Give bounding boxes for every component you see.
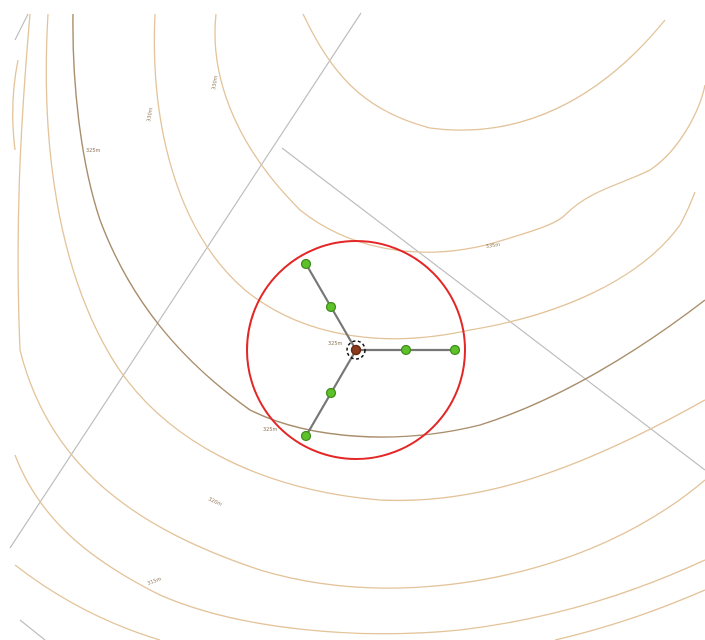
contour-line	[46, 14, 705, 500]
contour-line-index	[73, 14, 705, 437]
contour-label: 330m	[146, 107, 154, 122]
contour-label: 320m	[207, 496, 223, 508]
road-lines	[10, 13, 705, 640]
road-corner-bottom-left	[20, 620, 45, 640]
sensor-node[interactable]	[327, 389, 336, 398]
contour-lines	[13, 14, 705, 640]
contour-line	[154, 14, 695, 339]
sensor-node[interactable]	[451, 346, 460, 355]
contour-line	[555, 590, 705, 640]
contour-line	[15, 565, 160, 640]
contour-line	[303, 14, 665, 130]
sensor-node[interactable]	[302, 432, 311, 441]
contour-label: 325m	[86, 148, 101, 154]
sensor-node[interactable]	[402, 346, 411, 355]
contour-label: 325m	[263, 427, 278, 433]
road-diagonal-east	[282, 148, 705, 470]
sensor-node[interactable]	[327, 303, 336, 312]
contour-label: 335m	[485, 242, 500, 250]
contour-labels: 325m 330m 330m 335m 325m 325m 320m 315m	[86, 75, 501, 587]
sensor-arms	[306, 264, 455, 436]
road-diagonal-west	[10, 13, 361, 548]
contour-line	[13, 60, 18, 150]
contour-label: 315m	[147, 576, 163, 587]
contour-line	[18, 14, 705, 588]
sensor-node[interactable]	[302, 260, 311, 269]
contour-line	[215, 14, 705, 252]
hub-marker[interactable]	[352, 346, 361, 355]
road-edge-top-left	[15, 14, 28, 40]
contour-label: 325m	[328, 341, 343, 347]
contour-label: 330m	[211, 75, 219, 90]
